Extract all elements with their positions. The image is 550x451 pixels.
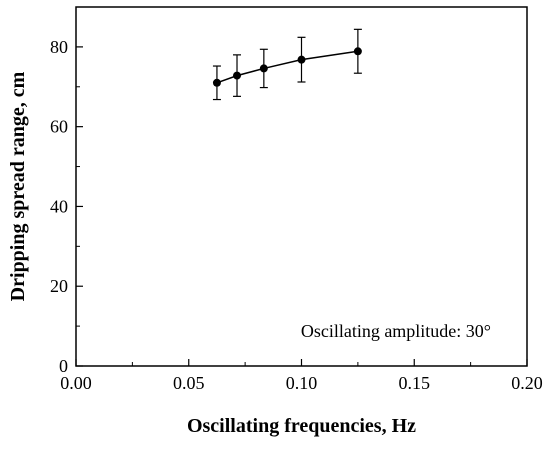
series-layer: [212, 28, 362, 101]
data-point: [259, 64, 268, 73]
data-point: [212, 78, 221, 87]
x-tick-label: 0.05: [173, 373, 205, 393]
y-tick-label: 80: [50, 37, 68, 57]
data-point: [353, 47, 362, 56]
y-axis-label: Dripping spread range, cm: [7, 71, 29, 301]
tick-labels: 0.00 0.05 0.10 0.15 0.20 0 20 40 60 80: [50, 37, 543, 393]
data-point: [297, 55, 306, 64]
axis-ticks: [75, 46, 528, 367]
x-tick-label: 0.20: [511, 373, 543, 393]
y-tick-label: 40: [50, 196, 68, 216]
x-axis-label: Oscillating frequencies, Hz: [187, 415, 416, 437]
y-tick-label: 0: [59, 356, 68, 376]
annotation-text: Oscillating amplitude: 30°: [301, 321, 491, 341]
data-point: [233, 71, 242, 80]
y-tick-label: 20: [50, 276, 68, 296]
x-tick-label: 0.10: [286, 373, 318, 393]
y-tick-label: 60: [50, 117, 68, 137]
x-tick-label: 0.15: [399, 373, 431, 393]
x-tick-label: 0.00: [60, 373, 92, 393]
